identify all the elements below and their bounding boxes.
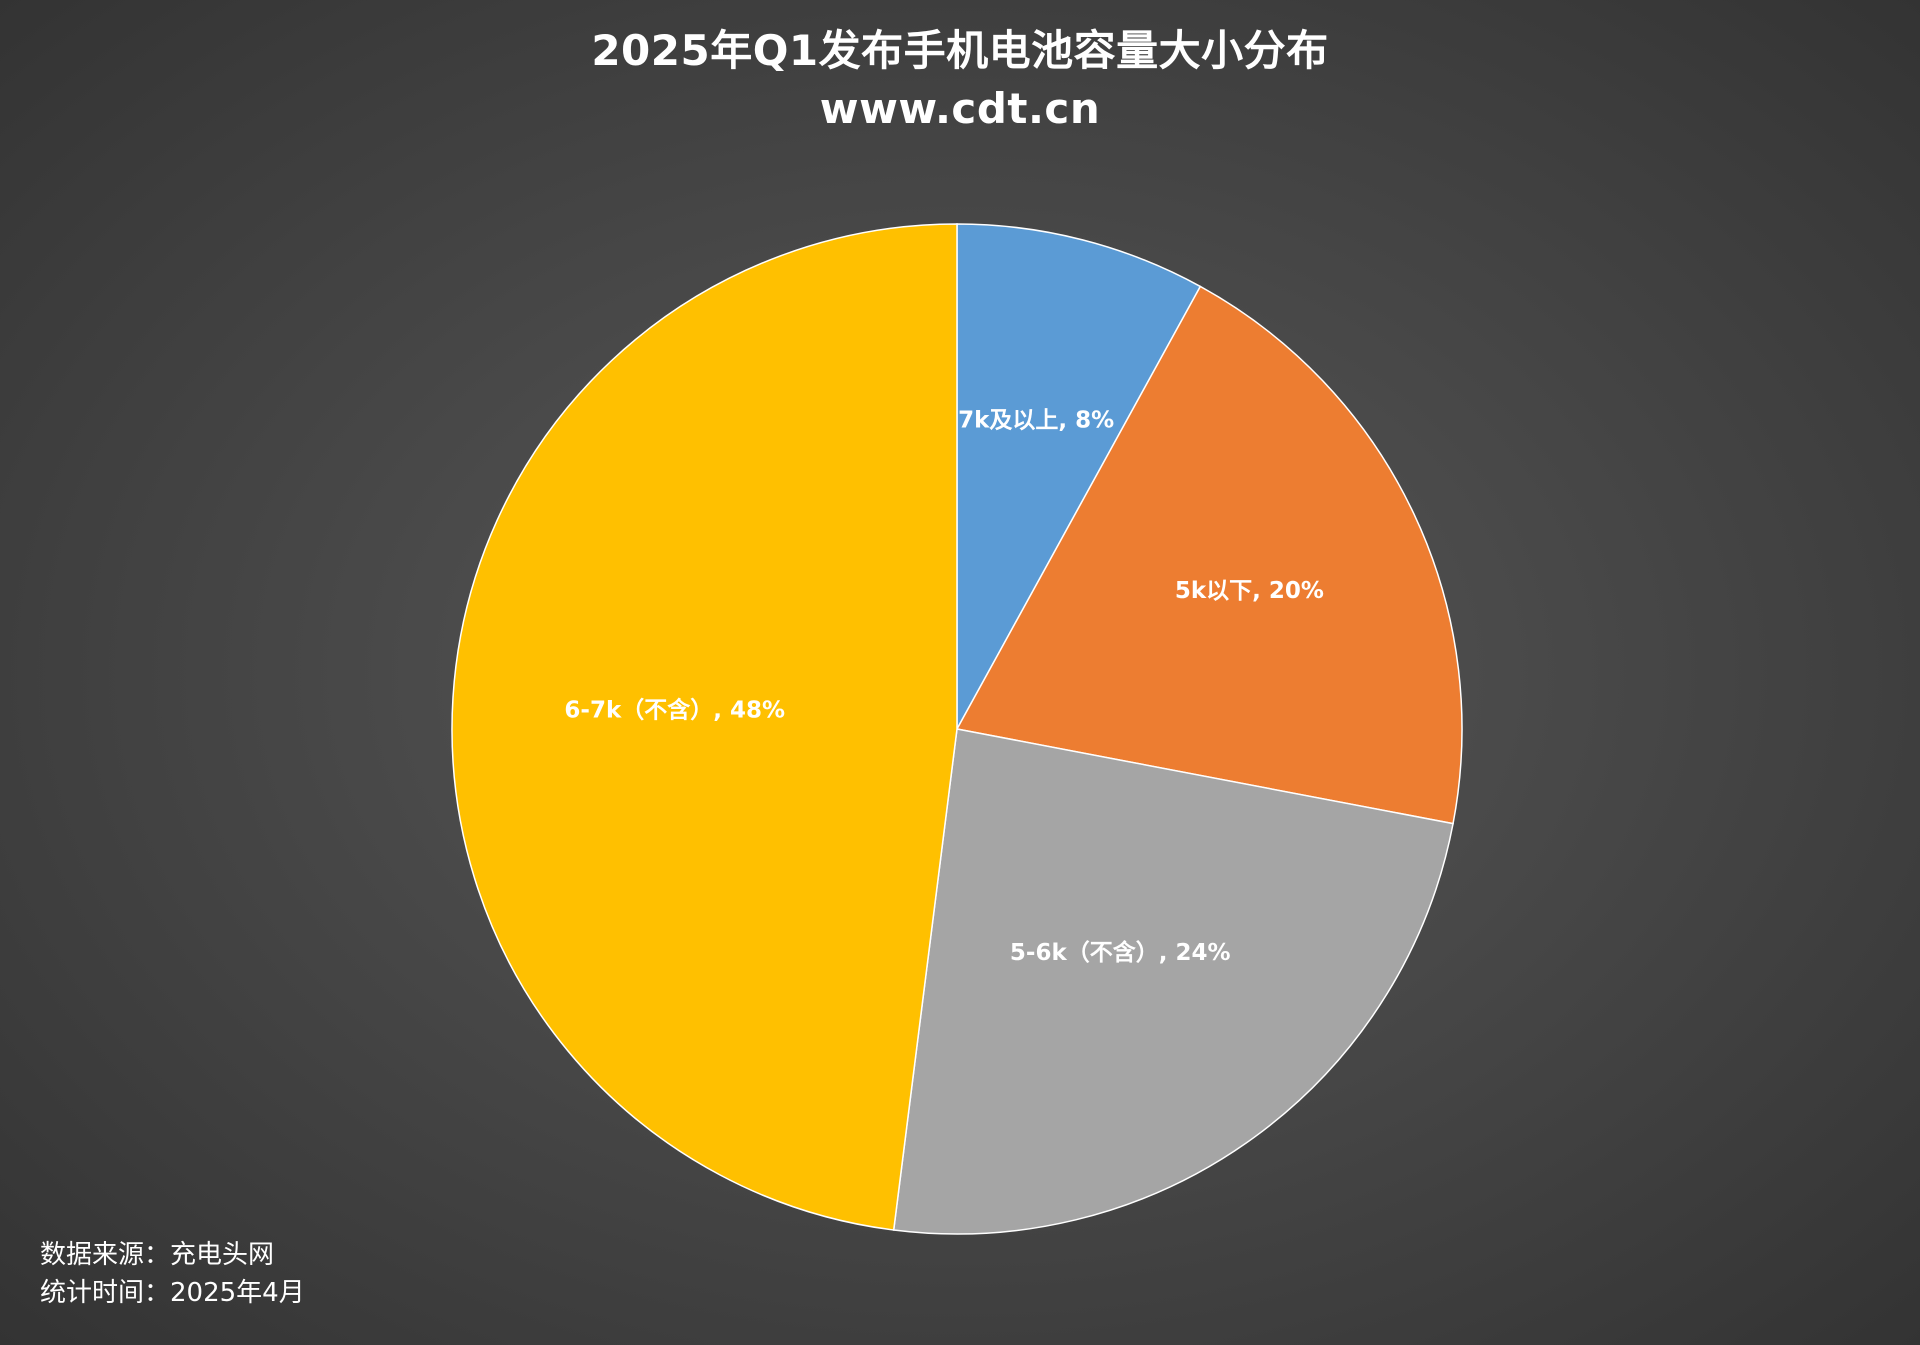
pie-slice-2 (955, 285, 1463, 825)
pie-slice-4 (451, 223, 958, 1231)
chart-title-block: 2025年Q1发布手机电池容量大小分布 www.cdt.cn (0, 22, 1920, 138)
pie-data-label-2: 5k以下, 20% (1175, 578, 1324, 604)
data-source-note: 数据来源：充电头网 (40, 1240, 275, 1270)
pie-slices (451, 223, 1463, 1235)
chart-footer: 数据来源：充电头网 统计时间：2025年4月 (40, 1236, 305, 1312)
pie-slice-1 (956, 223, 1202, 730)
pie-data-label-3: 5-6k（不含）, 24% (1010, 939, 1231, 966)
pie-data-label-1: 7k及以上, 8% (958, 407, 1114, 433)
stat-time-note: 统计时间：2025年4月 (40, 1278, 305, 1308)
pie-data-labels: 7k及以上, 8% 5k以下, 20% 5-6k（不含）, 24% 6-7k（不含）,… (564, 407, 1324, 966)
pie-data-label-4: 6-7k（不含）, 48% (564, 697, 785, 724)
chart-subtitle: www.cdt.cn (819, 84, 1101, 133)
pie-slice-3 (892, 728, 1454, 1235)
chart-title: 2025年Q1发布手机电池容量大小分布 (591, 26, 1329, 75)
